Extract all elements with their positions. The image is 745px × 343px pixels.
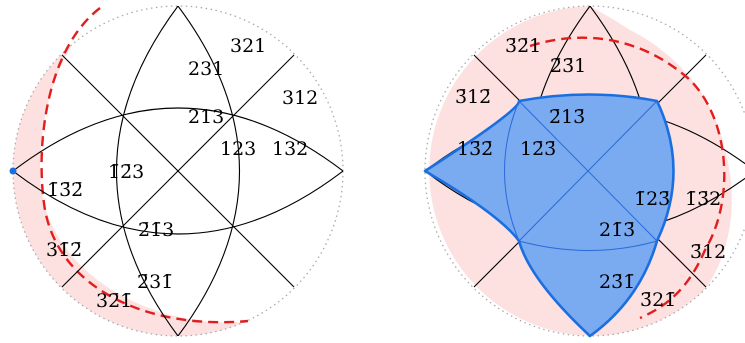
label-1n3n2: 13̄2̄ xyxy=(457,138,493,160)
left-blue-point xyxy=(9,167,17,175)
label-n3n21: 3̄2̄1 xyxy=(505,35,541,57)
left-lens-vertical-left xyxy=(115,6,179,336)
label-123: 123 xyxy=(220,138,256,160)
label-2n3n1: 23̄1̄ xyxy=(599,271,635,293)
label-n13n2: 1̄3̄2 xyxy=(685,188,721,210)
right-blue-inner-arc-left xyxy=(504,100,520,242)
left-red-dashed-curve xyxy=(40,7,249,324)
left-lens-vertical-right xyxy=(177,6,241,336)
label-n1n3n2: 1̄3̄2̄ xyxy=(47,179,83,201)
label-n32n1: 3̄21̄ xyxy=(640,289,676,311)
right-panel: 3̄2̄1 2̄3̄1 3̄12̄ 2̄13̄ 13̄2̄ 12̄3̄ 1̄23… xyxy=(423,5,745,338)
left-diagonal-b xyxy=(61,54,295,288)
label-132: 132 xyxy=(272,138,308,160)
left-lens-horizontal-bottom xyxy=(13,170,343,235)
label-231: 231 xyxy=(188,58,224,80)
label-n1n2n3: 1̄2̄3 xyxy=(108,161,144,183)
right-red-dashed-curve xyxy=(529,36,726,320)
label-3n2n1: 32̄1̄ xyxy=(96,290,132,312)
label-n23n1: 2̄31̄ xyxy=(137,271,173,293)
label-n21n3: 2̄13̄ xyxy=(549,106,585,128)
label-312: 312 xyxy=(282,87,318,109)
label-n2n31: 2̄3̄1 xyxy=(550,55,586,77)
left-pink-region xyxy=(13,8,245,336)
left-panel: 321 231 312 213 123 132 1̄3̄2̄ 1̄2̄3 2̄1… xyxy=(9,5,344,337)
label-n312: 3̄12 xyxy=(690,241,726,263)
label-n2n1n3: 2̄1̄3 xyxy=(138,219,174,241)
label-n31n2: 3̄12̄ xyxy=(455,86,491,108)
label-321: 321 xyxy=(230,35,266,57)
right-blue-inner-diag-b xyxy=(518,100,658,242)
right-blue-inner-arc-bottom xyxy=(518,240,658,251)
label-213: 213 xyxy=(188,106,224,128)
label-3n1n2: 31̄2̄ xyxy=(46,239,82,261)
left-lens-horizontal-top xyxy=(13,107,343,172)
label-2n1n3: 21̄3̄ xyxy=(599,219,635,241)
label-1n2n3: 12̄3̄ xyxy=(520,138,556,160)
label-n12n3: 1̄23̄ xyxy=(634,188,670,210)
